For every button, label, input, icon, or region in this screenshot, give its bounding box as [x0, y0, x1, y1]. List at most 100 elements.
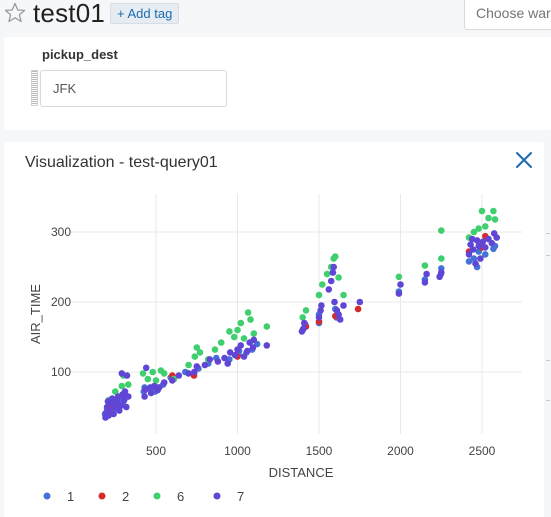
data-point — [317, 307, 324, 314]
data-point — [121, 388, 129, 395]
legend-label: 7 — [237, 489, 244, 504]
data-point — [469, 246, 477, 253]
visualization-panel: 500 1000 1500 2000 2500 100 200 300 DISTANCE AIR_… — [4, 142, 544, 517]
x-tick-label: 2500 — [469, 444, 496, 458]
data-point — [470, 228, 478, 236]
data-point — [250, 336, 258, 344]
data-point — [302, 307, 310, 314]
data-point — [206, 356, 214, 363]
data-point — [301, 319, 308, 327]
add-tag-button[interactable]: + Add tag — [110, 3, 180, 24]
data-point — [224, 360, 231, 367]
legend-label: 2 — [122, 489, 129, 504]
data-point — [221, 354, 228, 362]
data-point — [319, 281, 326, 288]
data-point — [397, 281, 404, 288]
data-point — [467, 241, 474, 248]
data-point — [335, 274, 342, 281]
data-point — [354, 305, 362, 313]
legend-marker — [98, 492, 106, 500]
data-point — [482, 251, 489, 258]
scatter-chart: 500 1000 1500 2000 2500 100 200 300 DISTANCE AIR_… — [28, 194, 522, 504]
data-point — [125, 393, 132, 400]
data-point — [185, 361, 192, 369]
data-point — [299, 314, 307, 321]
data-point — [196, 349, 204, 356]
y-tick-label: 300 — [51, 225, 71, 239]
data-point — [123, 403, 130, 411]
x-tick-label: 500 — [146, 444, 166, 458]
data-point — [244, 309, 252, 316]
data-point — [230, 333, 238, 341]
data-point — [315, 314, 323, 321]
data-point — [263, 323, 271, 330]
star-icon[interactable] — [3, 1, 27, 25]
data-point — [300, 325, 307, 332]
data-point — [438, 269, 445, 276]
data-point — [330, 263, 338, 271]
data-point — [490, 207, 497, 215]
data-point — [477, 255, 484, 262]
data-point — [125, 381, 132, 388]
data-point — [142, 364, 150, 372]
data-point — [169, 377, 176, 384]
legend-label: 6 — [177, 489, 184, 504]
data-point — [193, 363, 201, 370]
data-point — [482, 244, 489, 251]
data-point — [438, 255, 445, 262]
data-point — [231, 351, 239, 359]
data-point — [250, 330, 258, 337]
data-point — [332, 253, 339, 260]
data-point — [111, 403, 119, 411]
data-point — [152, 377, 160, 384]
data-point — [112, 388, 119, 395]
data-point — [472, 260, 479, 267]
scrollbar-track[interactable] — [546, 225, 551, 405]
legend-label: 1 — [67, 489, 74, 504]
data-point — [117, 402, 125, 409]
data-point — [185, 370, 192, 377]
visualization-title: Visualization - test-query01 — [25, 154, 218, 171]
data-point — [356, 298, 364, 306]
data-point — [211, 346, 219, 353]
parameters-panel: pickup_dest — [4, 37, 551, 130]
data-point — [421, 262, 429, 269]
parameter-input[interactable] — [40, 70, 227, 107]
data-point — [325, 286, 333, 293]
data-point — [141, 393, 148, 400]
data-point — [475, 242, 483, 250]
data-point — [331, 298, 338, 306]
data-point — [473, 237, 481, 244]
data-point — [110, 410, 117, 418]
data-point — [191, 368, 198, 376]
data-point — [201, 361, 209, 369]
data-point — [491, 216, 499, 223]
data-point — [340, 302, 347, 309]
data-point — [395, 273, 403, 281]
data-point — [465, 258, 473, 265]
legend-marker — [213, 492, 221, 500]
data-point — [263, 342, 271, 349]
data-point — [237, 342, 245, 349]
data-point — [465, 251, 473, 258]
data-point — [149, 368, 156, 376]
data-point — [247, 316, 254, 323]
data-point — [423, 270, 430, 278]
data-point — [395, 290, 403, 297]
data-point — [240, 335, 248, 342]
data-point — [482, 223, 489, 230]
data-point — [191, 353, 199, 360]
data-point — [485, 214, 492, 222]
close-icon[interactable] — [513, 149, 535, 171]
data-point — [175, 372, 183, 379]
data-point — [123, 372, 131, 379]
x-tick-label: 2000 — [387, 444, 414, 458]
warehouse-select[interactable] — [464, 0, 551, 30]
data-point — [139, 370, 147, 377]
data-point — [193, 344, 201, 351]
data-point — [118, 370, 126, 377]
data-point — [234, 326, 241, 334]
legend-marker — [43, 492, 51, 500]
data-point — [237, 319, 245, 327]
drag-handle-icon[interactable] — [31, 70, 38, 106]
